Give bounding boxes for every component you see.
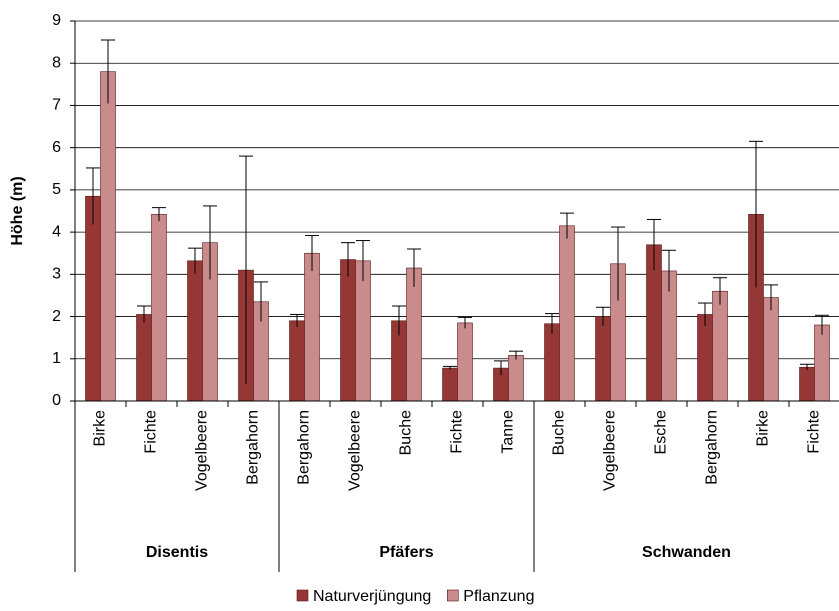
y-tick-label: 3 bbox=[52, 266, 61, 283]
legend-label: Pflanzung bbox=[463, 588, 534, 605]
legend-label: Naturverjüngung bbox=[313, 588, 431, 605]
x-tick-label: Bergahorn bbox=[245, 410, 262, 485]
x-tick-label: Buche bbox=[551, 410, 568, 455]
x-tick-label: Tanne bbox=[500, 410, 517, 454]
x-tick-label: Birke bbox=[92, 410, 109, 447]
y-tick-label: 8 bbox=[52, 54, 61, 71]
x-tick-label: Fichte bbox=[143, 410, 160, 454]
x-tick-label: Esche bbox=[653, 410, 670, 455]
x-tick-label: Bergahorn bbox=[296, 410, 313, 485]
bar bbox=[814, 324, 830, 402]
bar bbox=[85, 195, 101, 402]
bar bbox=[406, 267, 422, 402]
x-tick-label: Vogelbeere bbox=[194, 410, 211, 491]
y-tick-label: 2 bbox=[52, 308, 61, 325]
bar bbox=[559, 225, 575, 402]
bar bbox=[340, 259, 356, 402]
legend-swatch bbox=[296, 589, 309, 602]
bar bbox=[544, 323, 560, 402]
bar bbox=[289, 320, 305, 402]
bar bbox=[712, 290, 728, 402]
bar bbox=[151, 214, 167, 402]
bar bbox=[442, 367, 458, 402]
x-tick-label: Buche bbox=[398, 410, 415, 455]
bar bbox=[187, 260, 203, 402]
bar bbox=[136, 314, 152, 402]
x-tick-label: Fichte bbox=[449, 410, 466, 454]
group-label: Disentis bbox=[146, 544, 208, 561]
bar bbox=[355, 260, 371, 402]
y-tick-label: 7 bbox=[52, 97, 61, 114]
y-tick-label: 6 bbox=[52, 139, 61, 156]
bar bbox=[304, 252, 320, 402]
x-tick-label: Birke bbox=[755, 410, 772, 447]
group-label: Schwanden bbox=[642, 544, 731, 561]
bar bbox=[799, 366, 815, 402]
y-tick-label: 0 bbox=[52, 392, 61, 409]
bar bbox=[100, 71, 116, 402]
y-tick-label: 5 bbox=[52, 181, 61, 198]
y-tick-label: 9 bbox=[52, 12, 61, 29]
bar bbox=[697, 314, 713, 402]
bar bbox=[595, 316, 611, 402]
y-axis-title: Höhe (m) bbox=[9, 176, 26, 245]
y-tick-label: 4 bbox=[52, 223, 61, 240]
x-tick-label: Vogelbeere bbox=[602, 410, 619, 491]
group-label: Pfäfers bbox=[379, 544, 433, 561]
bar bbox=[457, 322, 473, 402]
bar bbox=[508, 355, 524, 402]
y-tick-label: 1 bbox=[52, 350, 61, 367]
x-tick-label: Fichte bbox=[806, 410, 823, 454]
x-tick-label: Bergahorn bbox=[704, 410, 721, 485]
bar bbox=[763, 297, 779, 402]
x-tick-label: Vogelbeere bbox=[347, 410, 364, 491]
legend-swatch bbox=[446, 589, 459, 602]
